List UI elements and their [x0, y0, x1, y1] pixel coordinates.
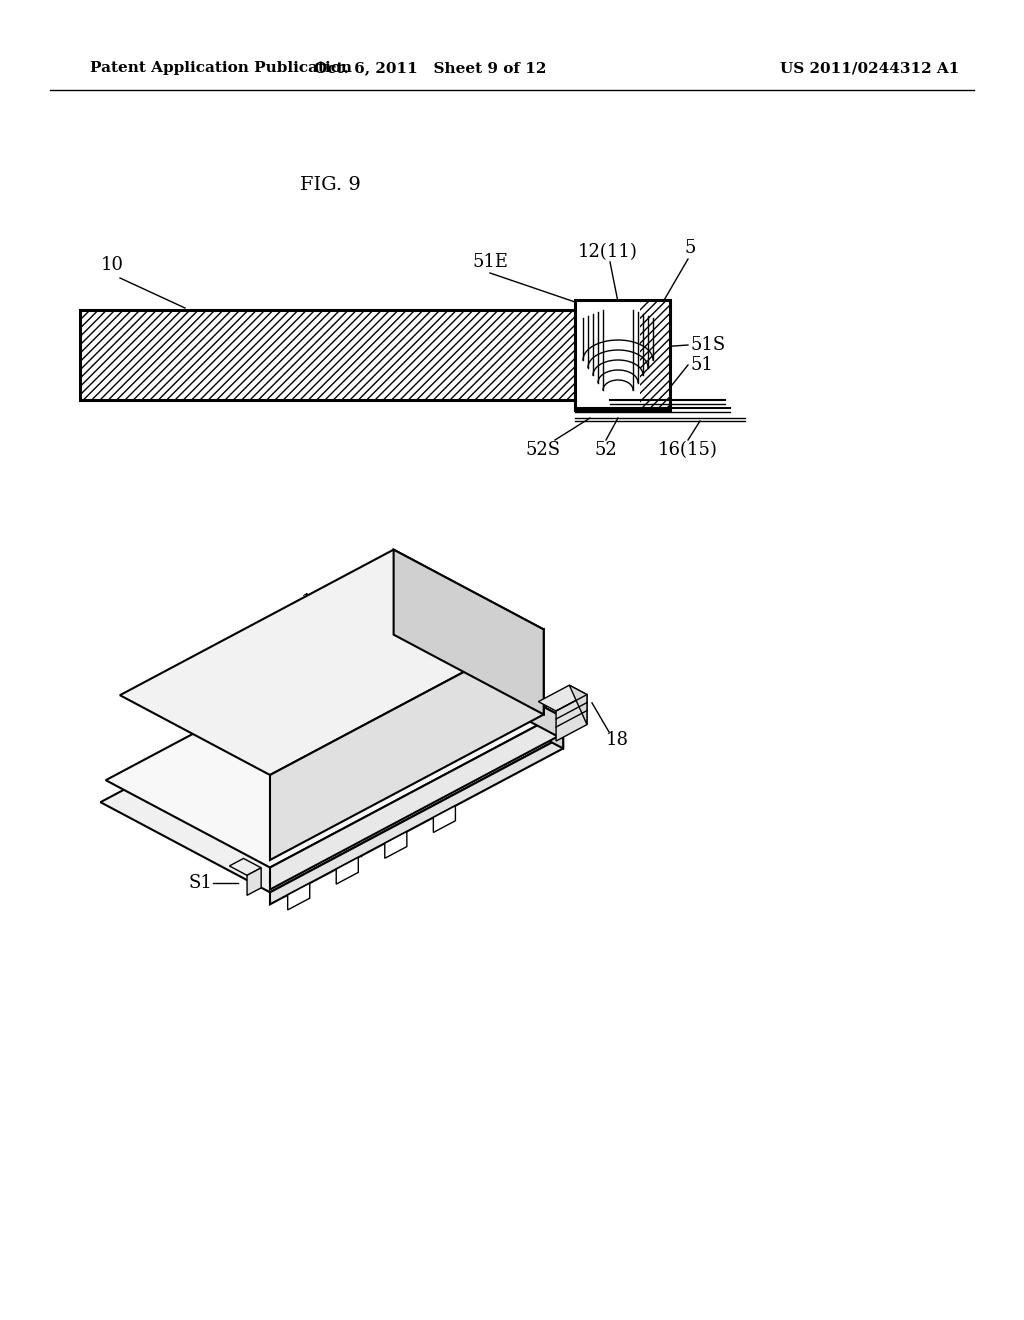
Polygon shape: [120, 549, 544, 775]
Bar: [80, 310, 575, 400]
Polygon shape: [270, 630, 544, 861]
Polygon shape: [393, 627, 558, 737]
Text: 17: 17: [300, 593, 324, 611]
Text: 5: 5: [684, 239, 695, 257]
Polygon shape: [105, 627, 558, 867]
Text: Oct. 6, 2011   Sheet 9 of 12: Oct. 6, 2011 Sheet 9 of 12: [313, 61, 546, 75]
Text: Patent Application Publication: Patent Application Publication: [90, 61, 352, 75]
Polygon shape: [433, 805, 456, 833]
Bar: [575, 300, 670, 411]
Polygon shape: [385, 832, 407, 858]
Text: 10: 10: [100, 256, 124, 275]
Text: 18: 18: [605, 731, 629, 748]
Polygon shape: [288, 883, 309, 909]
Bar: [80, 310, 575, 400]
Polygon shape: [270, 714, 558, 890]
Text: 12(11): 12(11): [579, 243, 638, 261]
Polygon shape: [247, 867, 261, 895]
Text: 52: 52: [595, 441, 617, 459]
Text: FIG. 10: FIG. 10: [334, 651, 407, 669]
Polygon shape: [393, 549, 544, 714]
Text: 16(15): 16(15): [658, 441, 718, 459]
Text: 51S: 51S: [690, 337, 725, 354]
Polygon shape: [393, 647, 563, 748]
Text: S1: S1: [542, 705, 566, 723]
Text: S1: S1: [188, 874, 212, 892]
Text: US 2011/0244312 A1: US 2011/0244312 A1: [780, 61, 959, 75]
Polygon shape: [539, 685, 587, 711]
Text: 16: 16: [254, 863, 276, 882]
Text: 52S: 52S: [525, 441, 560, 459]
Polygon shape: [556, 694, 587, 741]
Text: 51E: 51E: [472, 253, 508, 271]
Text: 51: 51: [690, 356, 713, 374]
Polygon shape: [229, 858, 261, 875]
Text: 15: 15: [349, 822, 372, 841]
Bar: [640, 300, 670, 411]
Polygon shape: [336, 858, 358, 884]
Polygon shape: [569, 685, 587, 725]
Polygon shape: [100, 647, 563, 892]
Text: FIG. 9: FIG. 9: [300, 176, 360, 194]
Polygon shape: [270, 737, 563, 904]
